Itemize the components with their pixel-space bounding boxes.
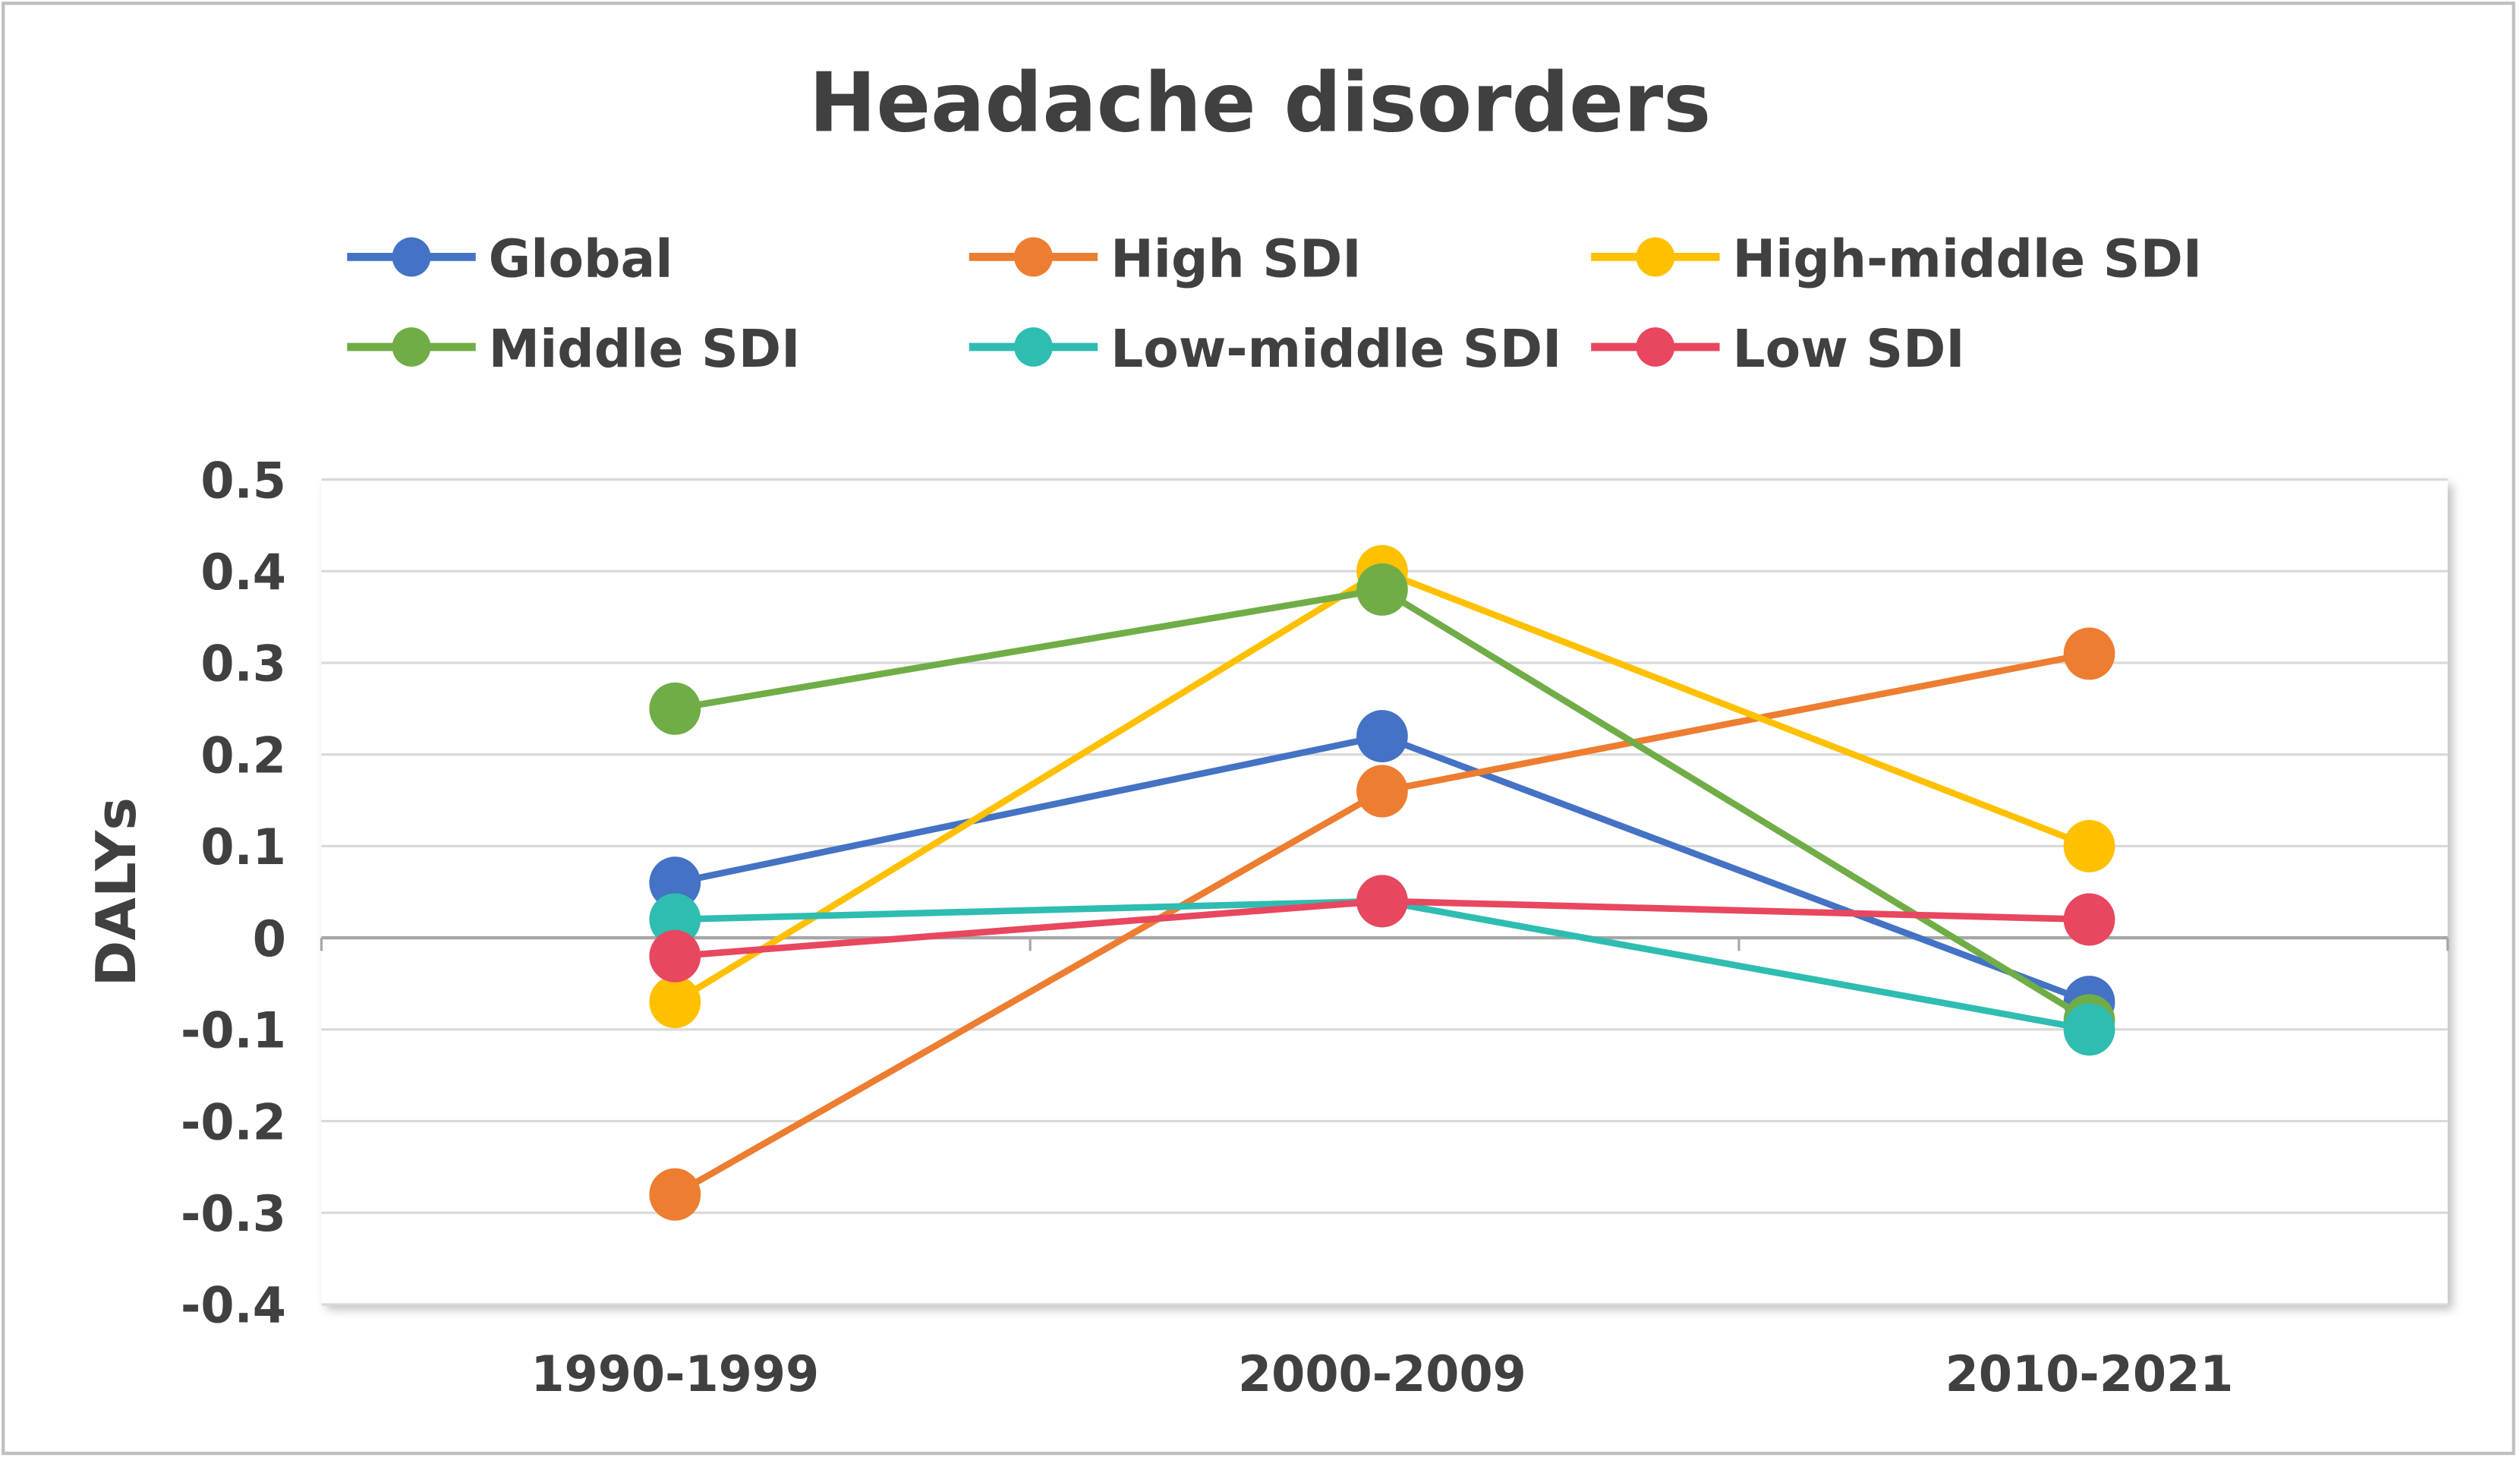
series-low-sdi [649,875,2115,983]
legend-item: Low SDI [1591,319,1965,380]
legend-marker [392,237,431,277]
legend-item: Middle SDI [347,319,800,380]
legend-marker [392,327,431,367]
y-axis-label: DALYs [85,797,148,986]
y-tick-label: 0.3 [200,636,285,693]
legend-item: Low-middle SDI [969,319,1561,380]
legend-marker [1636,327,1675,367]
x-tick-label: 2000-2009 [1238,1347,1526,1404]
y-tick-label: 0.2 [200,728,285,785]
series-high-sdi [649,627,2115,1221]
x-tick-label: 1990-1999 [531,1347,819,1404]
legend: Global High SDI High-middle SDI Middle SDI L… [347,229,2202,380]
data-point [649,856,701,910]
legend-marker [1636,237,1675,277]
y-tick-label: -0.2 [181,1095,286,1152]
data-point [2063,819,2115,872]
legend-label: Middle SDI [489,319,801,380]
x-axis-ticks: 1990-1999 2000-2009 2010-2021 [531,1347,2233,1404]
legend-label: Low-middle SDI [1110,319,1561,380]
data-point [1356,875,1408,928]
y-tick-label: 0.1 [200,820,285,877]
legend-label: High-middle SDI [1733,229,2203,290]
data-point [2063,893,2115,946]
y-axis-ticks: 0.5 0.4 0.3 0.2 0.1 0 -0.1 -0.2 -0.3 -0.4 [181,453,286,1335]
y-tick-label: -0.3 [181,1186,286,1243]
data-point [649,1168,701,1221]
data-point [649,682,701,735]
legend-label: High SDI [1110,229,1361,290]
legend-label: Low SDI [1733,319,1965,380]
legend-label: Global [489,229,673,290]
data-point [2063,627,2115,680]
legend-marker [1014,237,1053,277]
legend-marker [1014,327,1053,367]
legend-item: Global [347,229,673,290]
legend-item: High SDI [969,229,1362,290]
data-point [1356,563,1408,616]
y-tick-label: -0.4 [181,1278,286,1335]
legend-item: High-middle SDI [1591,229,2203,290]
series-group [649,544,2115,1221]
data-point [649,893,701,946]
data-point [1356,765,1408,818]
x-tick-label: 2010-2021 [1945,1347,2234,1404]
chart-title: Headache disorders [809,56,1712,151]
data-point [649,976,701,1029]
data-point [1356,710,1408,763]
y-tick-label: 0 [253,911,286,968]
y-tick-label: -0.1 [181,1003,286,1060]
y-tick-label: 0.4 [200,544,285,601]
data-point [649,929,701,983]
data-point [2063,1003,2115,1056]
y-tick-label: 0.5 [200,453,285,510]
